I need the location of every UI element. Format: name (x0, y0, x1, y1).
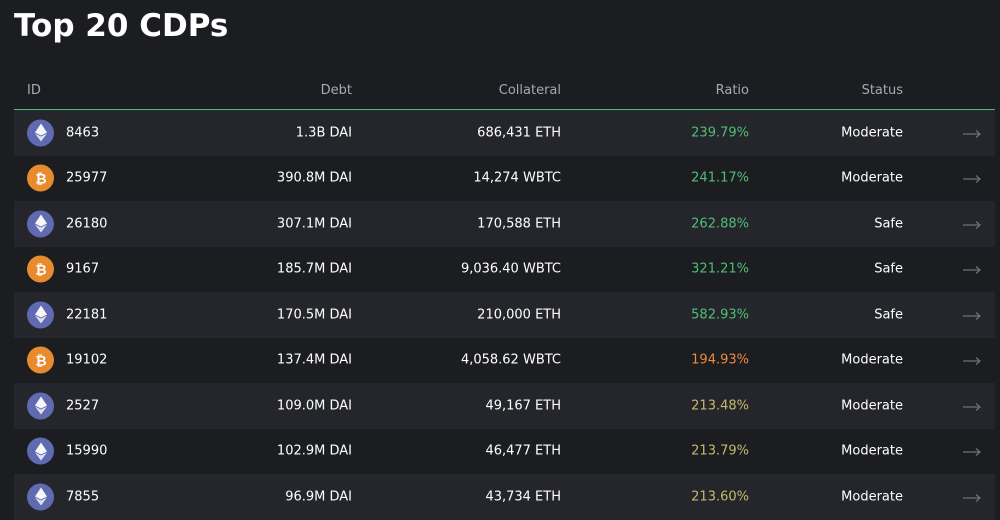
cdp-id: 15990 (66, 443, 108, 459)
arrow-right-icon[interactable] (962, 446, 982, 457)
table-row[interactable]: 7855 96.9M DAI 43,734 ETH 213.60% Moderate (14, 474, 995, 520)
table-row[interactable]: 2527 109.0M DAI 49,167 ETH 213.48% Moderate (14, 383, 995, 429)
cdp-ratio: 213.79% (691, 443, 749, 459)
cdp-id: 26180 (66, 216, 108, 232)
cdp-debt: 96.9M DAI (285, 489, 352, 505)
cdp-id: 8463 (66, 125, 100, 141)
btc-icon: ₿ (27, 255, 54, 283)
column-header-debt[interactable]: Debt (320, 83, 352, 98)
cdp-debt: 390.8M DAI (276, 170, 352, 186)
cdp-id: 9167 (66, 261, 100, 277)
eth-icon (27, 437, 54, 465)
cdp-ratio: 241.17% (691, 170, 749, 186)
cdp-ratio: 213.48% (691, 398, 749, 414)
arrow-right-icon[interactable] (962, 355, 982, 366)
cdp-status: Moderate (841, 489, 903, 505)
cdp-collateral: 14,274 WBTC (473, 170, 561, 186)
cdp-ratio: 582.93% (691, 307, 749, 323)
table-row[interactable]: ₿ 25977 390.8M DAI 14,274 WBTC 241.17% Modera… (14, 155, 995, 201)
btc-icon: ₿ (27, 164, 54, 192)
column-header-ratio[interactable]: Ratio (715, 83, 749, 98)
cdp-debt: 137.4M DAI (276, 352, 352, 368)
cdp-status: Moderate (841, 125, 903, 141)
arrow-right-icon[interactable] (962, 310, 982, 320)
cdp-collateral: 46,477 ETH (485, 443, 561, 459)
cdp-collateral: 210,000 ETH (477, 307, 561, 323)
cdp-status: Moderate (841, 170, 903, 186)
cdp-debt: 170.5M DAI (276, 307, 352, 323)
arrow-right-icon[interactable] (962, 264, 982, 275)
cdp-collateral: 686,431 ETH (477, 125, 561, 141)
svg-text:₿: ₿ (35, 171, 46, 186)
cdp-status: Safe (874, 216, 903, 232)
table-header: ID Debt Collateral Ratio Status (14, 72, 995, 110)
table-row[interactable]: 8463 1.3B DAI 686,431 ETH 239.79% Moderate (14, 110, 995, 156)
arrow-right-icon[interactable] (962, 128, 982, 138)
cdp-status: Moderate (841, 443, 903, 459)
table-row[interactable]: 15990 102.9M DAI 46,477 ETH 213.79% Moderate (14, 428, 995, 474)
cdp-id: 19102 (66, 352, 108, 368)
eth-icon (27, 483, 54, 511)
cdp-collateral: 49,167 ETH (485, 398, 561, 414)
cdp-collateral: 9,036.40 WBTC (460, 261, 561, 277)
svg-text:₿: ₿ (35, 262, 46, 277)
column-header-status[interactable]: Status (861, 83, 903, 98)
cdp-ratio: 239.79% (691, 125, 749, 141)
svg-text:₿: ₿ (35, 353, 46, 368)
cdp-id: 7855 (66, 489, 100, 505)
table-body: 8463 1.3B DAI 686,431 ETH 239.79% Moderate ₿ 2… (14, 110, 995, 520)
cdp-debt: 109.0M DAI (276, 398, 352, 414)
table-row[interactable]: 26180 307.1M DAI 170,588 ETH 262.88% Safe (14, 201, 995, 247)
arrow-right-icon[interactable] (962, 401, 982, 411)
eth-icon (27, 301, 54, 329)
cdp-collateral: 170,588 ETH (477, 216, 561, 232)
page-title: Top 20 CDPs (14, 8, 229, 44)
cdp-id: 22181 (66, 307, 108, 323)
cdp-ratio: 194.93% (691, 352, 749, 368)
cdp-table: ID Debt Collateral Ratio Status 8463 1.3B… (14, 72, 995, 520)
table-row[interactable]: ₿ 9167 185.7M DAI 9,036.40 WBTC 321.21% Safe (14, 246, 995, 292)
column-header-collateral[interactable]: Collateral (498, 83, 561, 98)
cdp-status: Safe (874, 307, 903, 323)
cdp-ratio: 262.88% (691, 216, 749, 232)
arrow-right-icon[interactable] (962, 492, 982, 502)
btc-icon: ₿ (27, 346, 54, 374)
cdp-collateral: 4,058.62 WBTC (460, 352, 561, 368)
eth-icon (27, 119, 54, 147)
cdp-id: 2527 (66, 398, 100, 414)
cdp-status: Moderate (841, 398, 903, 414)
cdp-ratio: 321.21% (691, 261, 749, 277)
column-header-id[interactable]: ID (27, 83, 41, 98)
arrow-right-icon[interactable] (962, 173, 982, 184)
cdp-ratio: 213.60% (691, 489, 749, 505)
arrow-right-icon[interactable] (962, 219, 982, 229)
cdp-status: Moderate (841, 352, 903, 368)
table-row[interactable]: 22181 170.5M DAI 210,000 ETH 582.93% Safe (14, 292, 995, 338)
table-row[interactable]: ₿ 19102 137.4M DAI 4,058.62 WBTC 194.93% Mode… (14, 337, 995, 383)
eth-icon (27, 392, 54, 420)
cdp-collateral: 43,734 ETH (485, 489, 561, 505)
cdp-debt: 307.1M DAI (276, 216, 352, 232)
cdp-status: Safe (874, 261, 903, 277)
cdp-debt: 185.7M DAI (276, 261, 352, 277)
cdp-debt: 1.3B DAI (295, 125, 352, 141)
eth-icon (27, 210, 54, 238)
cdp-id: 25977 (66, 170, 108, 186)
cdp-debt: 102.9M DAI (276, 443, 352, 459)
